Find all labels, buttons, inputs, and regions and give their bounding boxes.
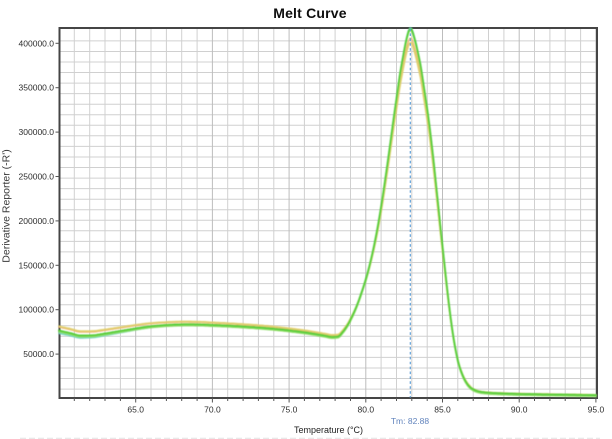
svg-text:Tm: 82.88: Tm: 82.88 xyxy=(391,416,430,426)
svg-text:Temperature (°C): Temperature (°C) xyxy=(294,425,363,435)
svg-text:95.0: 95.0 xyxy=(588,405,605,415)
svg-text:70.0: 70.0 xyxy=(204,405,221,415)
svg-text:Derivative Reporter (-R'): Derivative Reporter (-R') xyxy=(1,149,13,262)
svg-text:85.0: 85.0 xyxy=(434,405,451,415)
svg-text:75.0: 75.0 xyxy=(281,405,298,415)
svg-text:250000.0: 250000.0 xyxy=(19,172,55,182)
svg-text:300000.0: 300000.0 xyxy=(19,127,55,137)
svg-text:90.0: 90.0 xyxy=(511,405,528,415)
svg-text:150000.0: 150000.0 xyxy=(19,260,55,270)
svg-text:400000.0: 400000.0 xyxy=(19,38,55,48)
svg-text:350000.0: 350000.0 xyxy=(19,83,55,93)
svg-text:50000.0: 50000.0 xyxy=(23,349,54,359)
svg-text:80.0: 80.0 xyxy=(358,405,375,415)
svg-text:200000.0: 200000.0 xyxy=(19,216,55,226)
svg-text:100000.0: 100000.0 xyxy=(19,305,55,315)
svg-text:65.0: 65.0 xyxy=(127,405,144,415)
